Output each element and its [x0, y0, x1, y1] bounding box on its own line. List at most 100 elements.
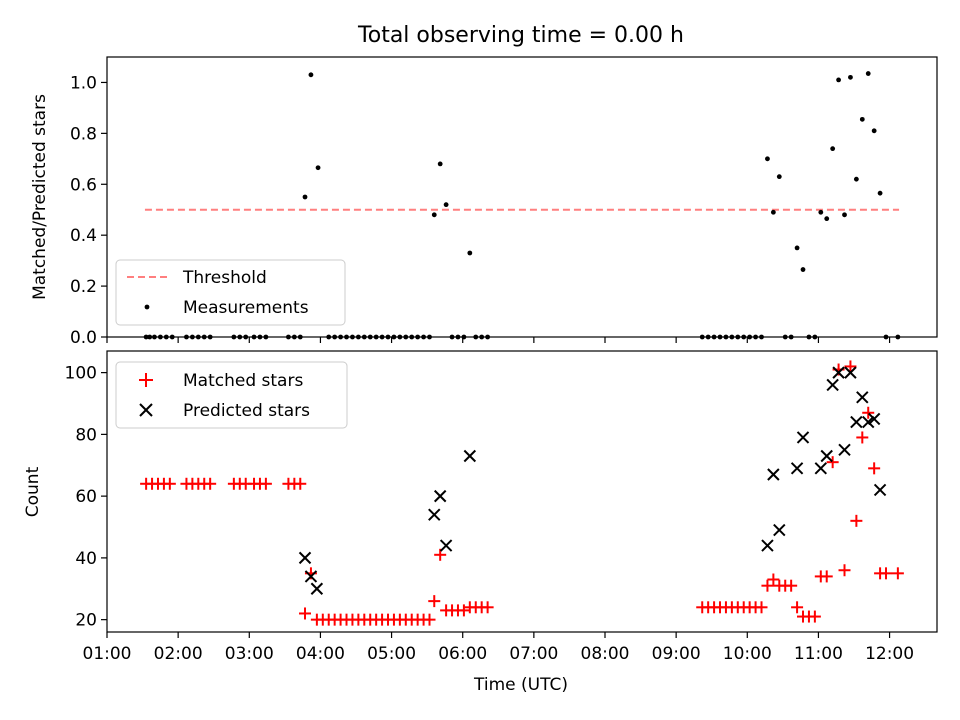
legend-measurement-label: Measurements: [183, 298, 309, 318]
x-tick-label: 02:00: [154, 644, 203, 664]
predicted-point: [862, 415, 875, 429]
matched-point: [259, 477, 272, 490]
count-panel: Count 20 40 60 80 100 01:00 02:00 03:00 04:00 05…: [23, 350, 938, 695]
measurement-point: [830, 146, 836, 152]
top-axes-frame: [106, 56, 938, 338]
y-tick-label: 40: [75, 549, 97, 569]
predicted-point: [767, 468, 780, 481]
matched-point: [767, 573, 780, 586]
legend-matched-label: Matched stars: [183, 371, 303, 391]
x-tick-label: 08:00: [581, 644, 630, 664]
measurement-point: [794, 245, 800, 251]
matched-point: [820, 570, 833, 583]
x-tick-label: 03:00: [225, 644, 274, 664]
predicted-point: [796, 431, 810, 444]
y-tick-label: 20: [75, 611, 97, 631]
matched-point: [755, 601, 768, 614]
matched-point: [868, 462, 881, 475]
measurement-point: [431, 212, 437, 218]
measurement-point: [842, 212, 847, 218]
matched-point: [891, 567, 904, 580]
measurement-point: [765, 156, 770, 162]
ratio-panel: Matched/Predicted stars 0.0 0.2 0.4 0.6 0.8 1…: [30, 56, 938, 348]
x-tick-label: 05:00: [367, 644, 416, 664]
count-marks: [140, 360, 904, 626]
predicted-point: [820, 449, 833, 463]
matched-point: [791, 601, 804, 614]
measurement-point: [770, 209, 776, 215]
matched-point: [844, 360, 857, 373]
x-tick-label: 12:00: [865, 644, 914, 664]
top-legend: Threshold Measurements: [115, 259, 346, 326]
measurement-point: [865, 71, 871, 76]
matched-point: [481, 601, 494, 614]
predicted-point: [844, 366, 857, 379]
measurement-point: [836, 77, 841, 83]
y-tick-label: 0.6: [70, 175, 97, 195]
matched-point: [785, 579, 798, 592]
x-tick-label: 04:00: [296, 644, 345, 664]
predicted-point: [463, 449, 477, 463]
predicted-point: [433, 489, 447, 503]
legend-measurement-swatch: [144, 304, 150, 310]
measurement-point: [437, 161, 443, 167]
measurement-point: [871, 128, 877, 134]
y-tick-label: 0.4: [70, 226, 97, 246]
matched-point: [856, 431, 869, 444]
predicted-point: [826, 378, 839, 392]
top-xticks: [106, 337, 891, 343]
x-tick-label: 07:00: [509, 644, 558, 664]
matched-point: [862, 406, 875, 419]
measurement-point: [308, 72, 314, 78]
predicted-point: [428, 508, 441, 521]
legend-matched-swatch: [139, 373, 153, 387]
matched-point: [294, 477, 307, 490]
x-tick-label: 11:00: [794, 644, 843, 664]
matched-point: [850, 514, 863, 527]
y-tick-label: 0.0: [70, 328, 97, 348]
bottom-yticks: 20 40 60 80 100: [65, 364, 107, 631]
measurement-point: [848, 74, 853, 80]
predicted-point: [773, 523, 786, 537]
predicted-point: [439, 539, 453, 552]
legend-threshold-label: Threshold: [182, 268, 267, 288]
measurement-point: [818, 209, 824, 215]
y-tick-label: 60: [75, 487, 97, 507]
measurement-point: [302, 194, 308, 200]
bottom-legend: Matched stars Predicted stars: [115, 361, 348, 429]
top-yticks: 0.0 0.2 0.4 0.6 0.8 1.0: [70, 73, 107, 348]
predicted-point: [298, 551, 312, 565]
measurement-point: [443, 202, 449, 208]
matched-point: [423, 613, 436, 626]
bottom-ylabel: Count: [23, 466, 43, 517]
measurement-point: [824, 216, 830, 222]
predicted-point: [814, 462, 828, 475]
legend-predicted-label: Predicted stars: [183, 401, 310, 421]
predicted-point: [790, 462, 804, 475]
x-axis-label: Time (UTC): [473, 675, 568, 695]
measurement-point: [877, 190, 883, 196]
y-tick-label: 0.2: [70, 277, 97, 297]
predicted-point: [838, 443, 851, 457]
predicted-point: [304, 570, 318, 583]
predicted-point: [856, 391, 869, 404]
matched-point: [428, 595, 441, 608]
measurement-point: [800, 267, 806, 272]
top-ylabel: Matched/Predicted stars: [30, 94, 50, 300]
y-tick-label: 0.8: [70, 124, 97, 144]
predicted-point: [832, 366, 845, 379]
matched-point: [761, 579, 774, 592]
measurement-point: [859, 116, 865, 122]
predicted-point: [761, 539, 774, 552]
bottom-xticks: 01:00 02:00 03:00 04:00 05:00 06:00 07:00 08:00…: [83, 632, 914, 664]
predicted-point: [867, 412, 881, 426]
matched-point: [808, 610, 821, 623]
y-tick-label: 1.0: [70, 73, 97, 93]
measurement-point: [315, 165, 321, 171]
matched-point: [163, 477, 176, 490]
matched-point: [826, 456, 839, 469]
x-tick-label: 10:00: [723, 644, 772, 664]
y-tick-label: 100: [65, 364, 97, 384]
measurement-point: [467, 250, 473, 256]
